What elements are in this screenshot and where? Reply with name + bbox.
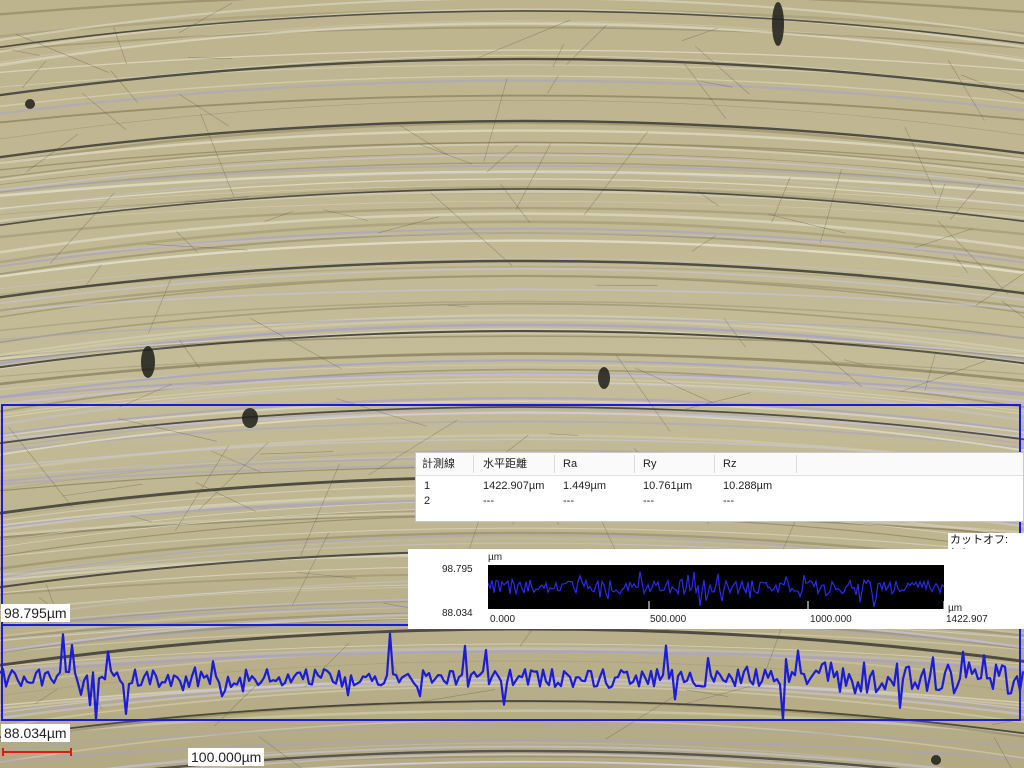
- profile-mini-chart: µm 98.795 88.034 µm 0.000 500.000 1000.0…: [408, 549, 1024, 629]
- table-cell: ---: [483, 495, 494, 507]
- mini-profile-trace: [487, 571, 945, 609]
- table-cell: ---: [563, 495, 574, 507]
- col-header-horizontal-distance[interactable]: 水平距離: [483, 458, 527, 470]
- mini-x-tick-label: 0.000: [490, 614, 516, 625]
- mini-x-tick-label: 1422.907: [946, 614, 988, 625]
- table-cell: 1: [424, 480, 431, 492]
- scale-bar: [2, 748, 72, 756]
- table-cell: 1.449µm: [563, 480, 607, 492]
- col-header-line[interactable]: 計測線: [422, 458, 455, 470]
- table-cell: 10.761µm: [643, 480, 693, 492]
- mini-y-max-label: 98.795: [442, 564, 473, 575]
- table-cell: ---: [643, 495, 654, 507]
- col-header-ra[interactable]: Ra: [563, 458, 578, 470]
- mini-x-tick-label: 500.000: [650, 614, 687, 625]
- table-cell: 10.288µm: [723, 480, 773, 492]
- col-header-ry[interactable]: Ry: [643, 458, 657, 470]
- col-header-rz[interactable]: Rz: [723, 458, 737, 470]
- roi-min-label: 88.034µm: [1, 724, 70, 742]
- table-cell: 1422.907µm: [483, 480, 545, 492]
- mini-y-min-label: 88.034: [442, 608, 473, 619]
- table-cell: ---: [723, 495, 734, 507]
- mini-y-unit: µm: [488, 552, 503, 563]
- profile-trace: [0, 632, 1024, 722]
- mini-x-tick-label: 1000.000: [810, 614, 852, 625]
- roi-max-label: 98.795µm: [1, 604, 70, 622]
- roughness-results-table: 計測線 水平距離 Ra Ry Rz 1 1422.907µm 1.449µm 1…: [415, 452, 1024, 522]
- table-header: 計測線 水平距離 Ra Ry Rz: [416, 453, 1023, 476]
- mini-x-unit: µm: [948, 603, 963, 614]
- mini-plot-area: [487, 565, 945, 609]
- table-cell: 2: [424, 495, 431, 507]
- scale-bar-label: 100.000µm: [188, 748, 265, 766]
